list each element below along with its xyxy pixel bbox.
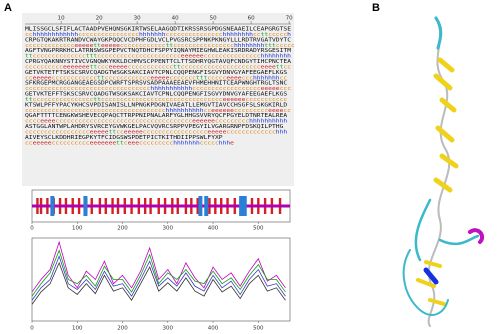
structure-line: ccccccccccccccccccccccccccccccccccccc hhh… [25,107,291,113]
structure-line: ccccccccccccccccccccccccccccccccc hhhhhhh… [25,86,291,92]
x-tick-label: 400 [208,326,219,332]
series-line [31,255,286,301]
ruler-label: 20 [96,16,103,22]
ruler-label: 10 [58,16,65,22]
x-tick-label: 200 [117,326,128,332]
structure-line: ccccccccccccc eeeee tteeeee cccccccccccc ttc… [25,42,295,48]
structure-line: cccc eeee cccccccccccccccccccccccccccccccc… [25,118,287,124]
x-tick-label: 500 [253,226,264,232]
structure-line: ccccccccccccccccc eeeee ttcceeeee ccccccccc… [25,129,287,135]
box [50,196,55,216]
box [198,196,203,216]
sequence-line: GETVKTEFFTSKSCSRVCQADGTWSGKSAKCIAVTCPNLC… [25,92,287,98]
box [83,196,88,216]
series-line [31,240,286,293]
sequence-line: CRPGTQKAKRTRANDVCWAYGKPQQCVCDPHFGDLVCLPV… [25,37,291,43]
ruler-label: 40 [172,16,179,22]
series-line [31,261,286,305]
sequence-line: CPRGYQAKNNYSTIVCVGNQWKYKKLDCHMVSCPPENTTC… [25,59,292,65]
sequence-line: AIVEYSCLKDDHRIEGPKYTFCIDGSWSPDETPICTKITH… [25,135,223,141]
structure-line: cceeeee cccccccccccc ttcccccccccccc eeeee cc… [25,75,287,81]
x-tick-label: 400 [208,226,219,232]
structure-line: ttcccccccccccccccc ttcccccccccccccccccccc… [25,97,287,103]
x-tick-label: 500 [253,326,264,332]
sequence-line: GETVKTETFTSKSCSRVCQADGTWSGKSAKCIAVTCPNLC… [25,70,287,76]
sequence-line: AGFTVNGPRRKHCLATRNSWSGPEPVCTNQTDHCFSPPYI… [25,48,292,54]
plot-frame [31,237,291,322]
series-line [31,249,286,297]
ruler-label: 50 [210,16,217,22]
x-tick-label: 100 [72,326,83,332]
panel-label: B [372,2,380,14]
structure-line: cccccccccc eeeeeee ttccceeeee cccccccccccc t… [25,64,291,70]
box [239,196,244,216]
box [242,196,247,216]
ruler-label: 30 [134,16,141,22]
x-tick-label: 100 [72,226,83,232]
x-tick-label: 300 [163,226,174,232]
structure-line: ttcccccccccccccc tttccccccccccccccccccccc… [25,53,291,59]
x-tick-label: 0 [30,226,34,232]
x-tick-label: 300 [163,326,174,332]
sequence-line: ASTGGLANTWPLAHDRYSVRCEYGVWKGELPACVQVRCSR… [25,124,284,130]
x-tick-label: 200 [117,226,128,232]
ruler-label: 60 [248,16,255,22]
sequence-line: MLISSGCLSFIFLACTAADPVEHQNSGKIRTWSELAAGQD… [25,27,292,33]
protein-structure [402,16,485,327]
sequence-line: QGAFTTTTCENGKWSHEVECQPAQCTTRPPNIPNALARFY… [25,113,288,119]
box [204,196,209,216]
ruler-label: 70 [286,16,293,22]
structure-line: cceeeee cccccccccc eeeeeee ttceeeccccccccc h… [25,140,235,146]
sequence-box [22,13,294,186]
sequence-line: SFKRGEPMCRGGANGEAEGSDPCWRFTSPRSVSADPAAAE… [25,81,287,87]
panel-label: A [4,2,12,14]
structure-line: cchhhhhhhhhhhh cccccccccccccccc hhhhhhh ccc… [25,32,291,38]
sequence-line: KTSWLPFFYPACYKHCSVPDISANISLLNPNGKPDGNIVA… [25,102,288,108]
x-tick-label: 0 [30,326,34,332]
